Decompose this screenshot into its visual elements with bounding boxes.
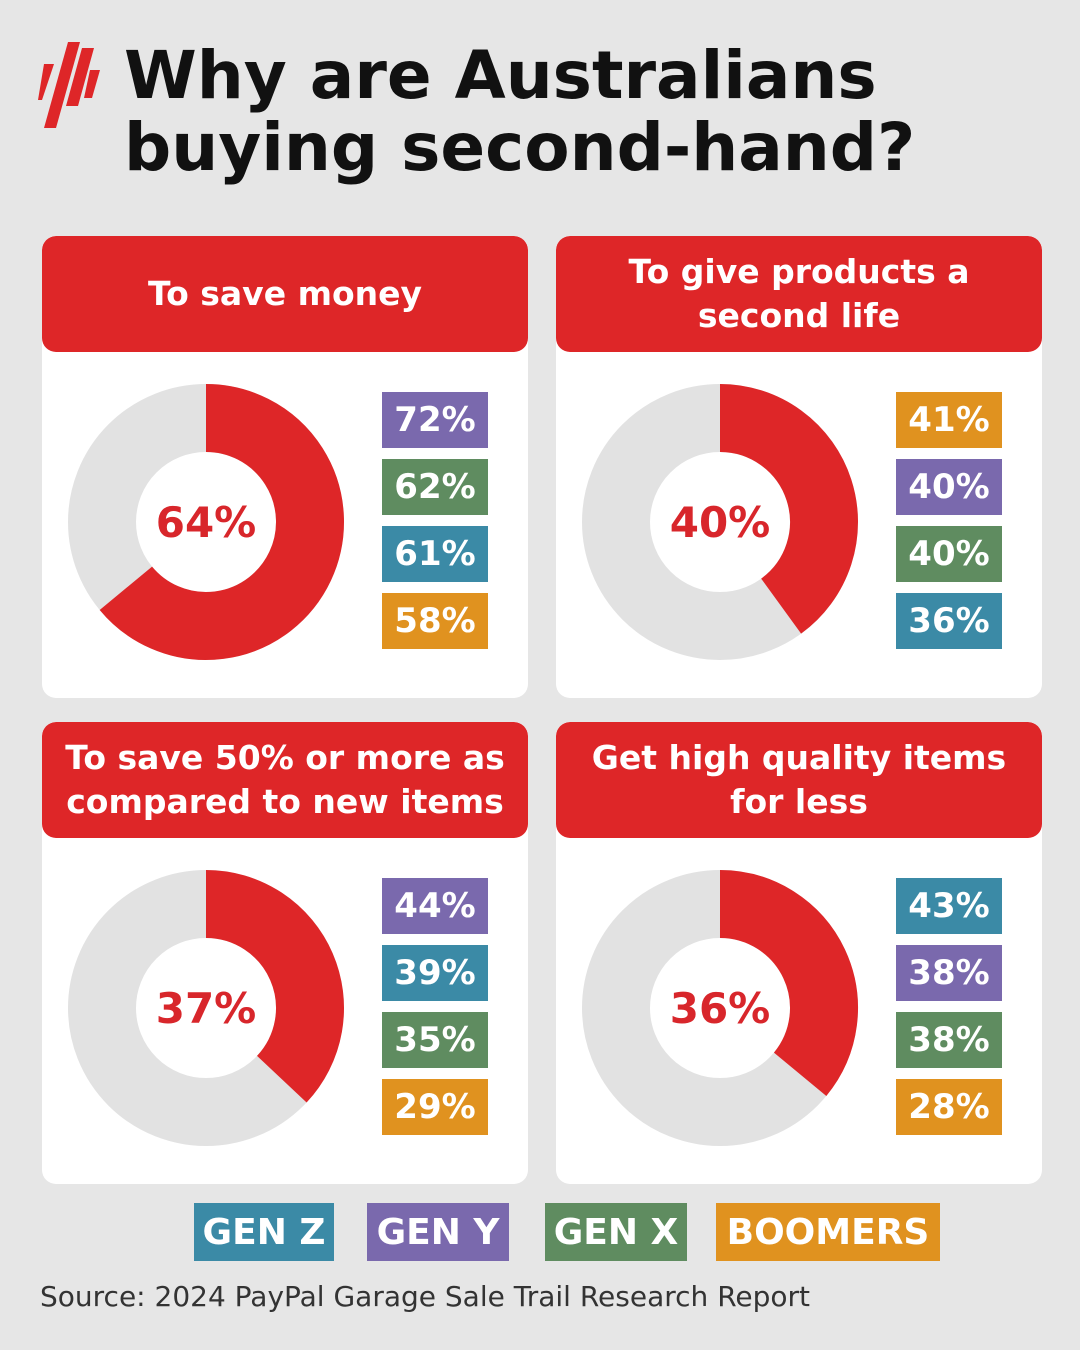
generation-breakdown: 41% 40% 40% 36% (896, 392, 1002, 660)
generation-breakdown: 43% 38% 38% 28% (896, 878, 1002, 1146)
chart-title: Get high quality items for less (556, 722, 1042, 838)
legend-item-gen-z: GEN Z (194, 1203, 334, 1261)
chart-card: To save 50% or more as compared to new i… (42, 722, 528, 1184)
chart-title: To save 50% or more as compared to new i… (42, 722, 528, 838)
generation-badge-boomers: 58% (382, 593, 488, 649)
donut-value-arc (99, 384, 344, 660)
chart-title: To save money (42, 236, 528, 352)
generation-badge-boomers: 41% (896, 392, 1002, 448)
chart-title-text: To save 50% or more as compared to new i… (65, 738, 505, 821)
donut-value-arc (718, 384, 858, 634)
generation-badge-gen-x: 62% (382, 459, 488, 515)
donut-center-label: 64% (156, 498, 257, 547)
donut-chart: 37% (68, 870, 344, 1146)
generation-badge-gen-x: 40% (896, 526, 1002, 582)
chart-title-text: To give products a second life (628, 252, 970, 335)
generation-badge-gen-z: 36% (896, 593, 1002, 649)
donut-chart: 36% (582, 870, 858, 1146)
generation-badge-gen-z: 39% (382, 945, 488, 1001)
generation-badge-boomers: 29% (382, 1079, 488, 1135)
donut-chart: 40% (582, 384, 858, 660)
generation-badge-gen-y: 40% (896, 459, 1002, 515)
generation-breakdown: 72% 62% 61% 58% (382, 392, 488, 660)
donut-center-label: 40% (670, 498, 771, 547)
chart-title: To give products a second life (556, 236, 1042, 352)
legend-item-gen-x: GEN X (545, 1203, 687, 1261)
generation-badge-boomers: 28% (896, 1079, 1002, 1135)
generation-badge-gen-y: 38% (896, 945, 1002, 1001)
generation-badge-gen-z: 43% (896, 878, 1002, 934)
chart-card: To save money 64% 72% 62% 61% 58% (42, 236, 528, 698)
donut-value-arc (718, 870, 858, 1096)
chart-title-text: To save money (147, 274, 423, 313)
chart-card: To give products a second life 40% 41% 40% 4… (556, 236, 1042, 698)
donut-center-label: 36% (670, 984, 771, 1033)
generation-badge-gen-y: 72% (382, 392, 488, 448)
generation-badge-gen-x: 35% (382, 1012, 488, 1068)
donut-center-label: 37% (156, 984, 257, 1033)
generation-breakdown: 44% 39% 35% 29% (382, 878, 488, 1146)
source-note: Source: 2024 PayPal Garage Sale Trail Re… (40, 1280, 811, 1313)
donut-value-arc (204, 870, 344, 1103)
donut-chart: 64% (68, 384, 344, 660)
chart-card: Get high quality items for less 36% 43% 38%… (556, 722, 1042, 1184)
generation-badge-gen-x: 38% (896, 1012, 1002, 1068)
page-title: Why are Australians buying second-hand? (124, 37, 916, 186)
generation-badge-gen-y: 44% (382, 878, 488, 934)
chart-title-text: Get high quality items for less (591, 738, 1007, 821)
sbs-logo-icon (38, 42, 100, 128)
legend-item-boomers: BOOMERS (716, 1203, 940, 1261)
legend-item-gen-y: GEN Y (367, 1203, 509, 1261)
generation-badge-gen-z: 61% (382, 526, 488, 582)
